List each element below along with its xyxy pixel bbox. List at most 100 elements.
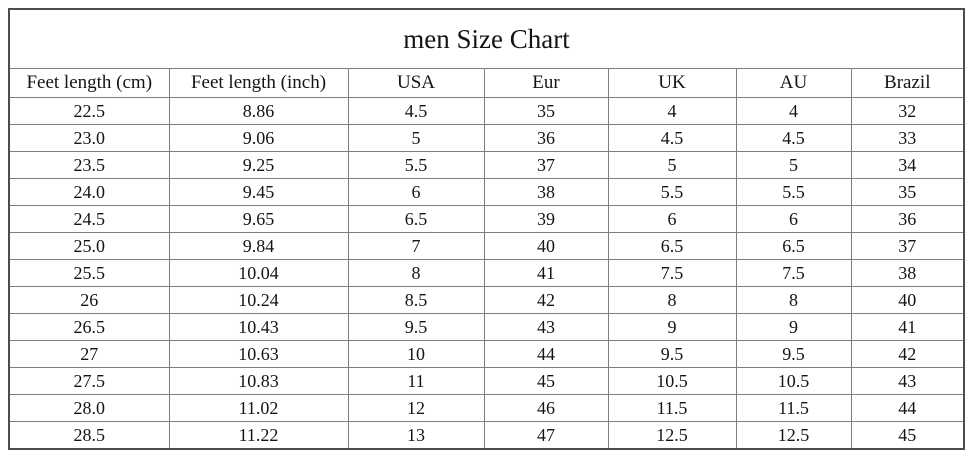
table-cell: 9.65	[168, 205, 349, 233]
table-cell: 12	[347, 394, 485, 422]
table-cell: 25.0	[8, 232, 170, 260]
table-cell: 32	[850, 97, 965, 125]
table-row: 28.0 11.02 12 46 11.5 11.5 44	[8, 394, 965, 422]
table-cell: 24.0	[8, 178, 170, 206]
title-row: men Size Chart	[8, 8, 965, 69]
table-cell: 11.5	[735, 394, 852, 422]
table-cell: 9.5	[607, 340, 737, 368]
table-cell: 46	[483, 394, 609, 422]
table-cell: 36	[483, 124, 609, 152]
table-cell: 27	[8, 340, 170, 368]
table-cell: 11.02	[168, 394, 349, 422]
table-cell: 34	[850, 151, 965, 179]
table-cell: 44	[483, 340, 609, 368]
table-cell: 6.5	[347, 205, 485, 233]
table-cell: 45	[850, 421, 965, 450]
table-cell: 9.06	[168, 124, 349, 152]
table-cell: 25.5	[8, 259, 170, 287]
table-cell: 40	[483, 232, 609, 260]
column-header: Eur	[483, 68, 609, 98]
table-header-row: Feet length (cm) Feet length (inch) USA Eur…	[8, 68, 965, 98]
table-cell: 9.84	[168, 232, 349, 260]
table-cell: 4	[735, 97, 852, 125]
table-cell: 23.0	[8, 124, 170, 152]
table-cell: 28.5	[8, 421, 170, 450]
table-cell: 6	[607, 205, 737, 233]
table-cell: 12.5	[735, 421, 852, 450]
table-cell: 9.45	[168, 178, 349, 206]
table-cell: 6.5	[735, 232, 852, 260]
table-body: 22.5 8.86 4.5 35 4 4 32 23.0 9.06 5 36 4.5 4.5 33 23.5…	[8, 97, 965, 450]
table-row: 27.5 10.83 11 45 10.5 10.5 43	[8, 367, 965, 395]
table-cell: 27.5	[8, 367, 170, 395]
table-row: 26.5 10.43 9.5 43 9 9 41	[8, 313, 965, 341]
table-cell: 26.5	[8, 313, 170, 341]
table-cell: 10	[347, 340, 485, 368]
table-cell: 7	[347, 232, 485, 260]
table-row: 23.5 9.25 5.5 37 5 5 34	[8, 151, 965, 179]
table-row: 23.0 9.06 5 36 4.5 4.5 33	[8, 124, 965, 152]
table-cell: 5	[735, 151, 852, 179]
table-cell: 8.86	[168, 97, 349, 125]
table-row: 25.0 9.84 7 40 6.5 6.5 37	[8, 232, 965, 260]
table-cell: 35	[483, 97, 609, 125]
table-row: 22.5 8.86 4.5 35 4 4 32	[8, 97, 965, 125]
table-cell: 4.5	[347, 97, 485, 125]
table-cell: 43	[483, 313, 609, 341]
table-cell: 6	[347, 178, 485, 206]
table-cell: 5.5	[347, 151, 485, 179]
table-row: 27 10.63 10 44 9.5 9.5 42	[8, 340, 965, 368]
table-cell: 10.63	[168, 340, 349, 368]
table-cell: 36	[850, 205, 965, 233]
table-cell: 10.5	[607, 367, 737, 395]
table-cell: 37	[483, 151, 609, 179]
table-cell: 5.5	[735, 178, 852, 206]
table-cell: 10.83	[168, 367, 349, 395]
table-cell: 4.5	[735, 124, 852, 152]
men-size-chart-table: men Size Chart Feet length (cm) Feet leng…	[8, 8, 966, 450]
table-cell: 8.5	[347, 286, 485, 314]
column-header: Brazil	[850, 68, 965, 98]
table-cell: 11.5	[607, 394, 737, 422]
table-cell: 9	[735, 313, 852, 341]
table-row: 24.5 9.65 6.5 39 6 6 36	[8, 205, 965, 233]
table-cell: 4	[607, 97, 737, 125]
table-cell: 4.5	[607, 124, 737, 152]
table-row: 24.0 9.45 6 38 5.5 5.5 35	[8, 178, 965, 206]
table-row: 28.5 11.22 13 47 12.5 12.5 45	[8, 421, 965, 450]
table-cell: 10.5	[735, 367, 852, 395]
table-cell: 35	[850, 178, 965, 206]
table-row: 26 10.24 8.5 42 8 8 40	[8, 286, 965, 314]
table-cell: 9	[607, 313, 737, 341]
table-cell: 8	[347, 259, 485, 287]
column-header: AU	[735, 68, 852, 98]
chart-title: men Size Chart	[8, 8, 965, 69]
table-cell: 39	[483, 205, 609, 233]
table-cell: 10.24	[168, 286, 349, 314]
table-cell: 44	[850, 394, 965, 422]
table-cell: 5	[347, 124, 485, 152]
table-cell: 40	[850, 286, 965, 314]
table-cell: 8	[735, 286, 852, 314]
table-cell: 38	[850, 259, 965, 287]
table-cell: 11	[347, 367, 485, 395]
table-cell: 9.25	[168, 151, 349, 179]
table-cell: 5	[607, 151, 737, 179]
table-cell: 22.5	[8, 97, 170, 125]
table-cell: 7.5	[607, 259, 737, 287]
table-cell: 28.0	[8, 394, 170, 422]
table-cell: 47	[483, 421, 609, 450]
table-cell: 37	[850, 232, 965, 260]
column-header: UK	[607, 68, 737, 98]
column-header: Feet length (cm)	[8, 68, 170, 98]
table-cell: 33	[850, 124, 965, 152]
table-cell: 43	[850, 367, 965, 395]
column-header: USA	[347, 68, 485, 98]
table-cell: 5.5	[607, 178, 737, 206]
table-cell: 24.5	[8, 205, 170, 233]
table-cell: 7.5	[735, 259, 852, 287]
table-cell: 45	[483, 367, 609, 395]
table-cell: 9.5	[735, 340, 852, 368]
table-cell: 13	[347, 421, 485, 450]
table-cell: 41	[850, 313, 965, 341]
